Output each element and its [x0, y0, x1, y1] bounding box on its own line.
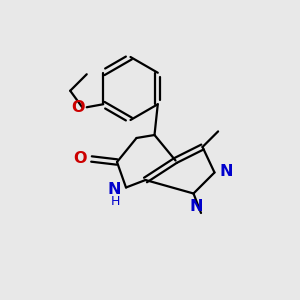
Text: N: N — [220, 164, 233, 178]
Text: O: O — [71, 100, 84, 115]
Text: O: O — [74, 151, 87, 166]
Text: N: N — [107, 182, 121, 196]
Text: H: H — [111, 195, 121, 208]
Text: N: N — [189, 199, 203, 214]
